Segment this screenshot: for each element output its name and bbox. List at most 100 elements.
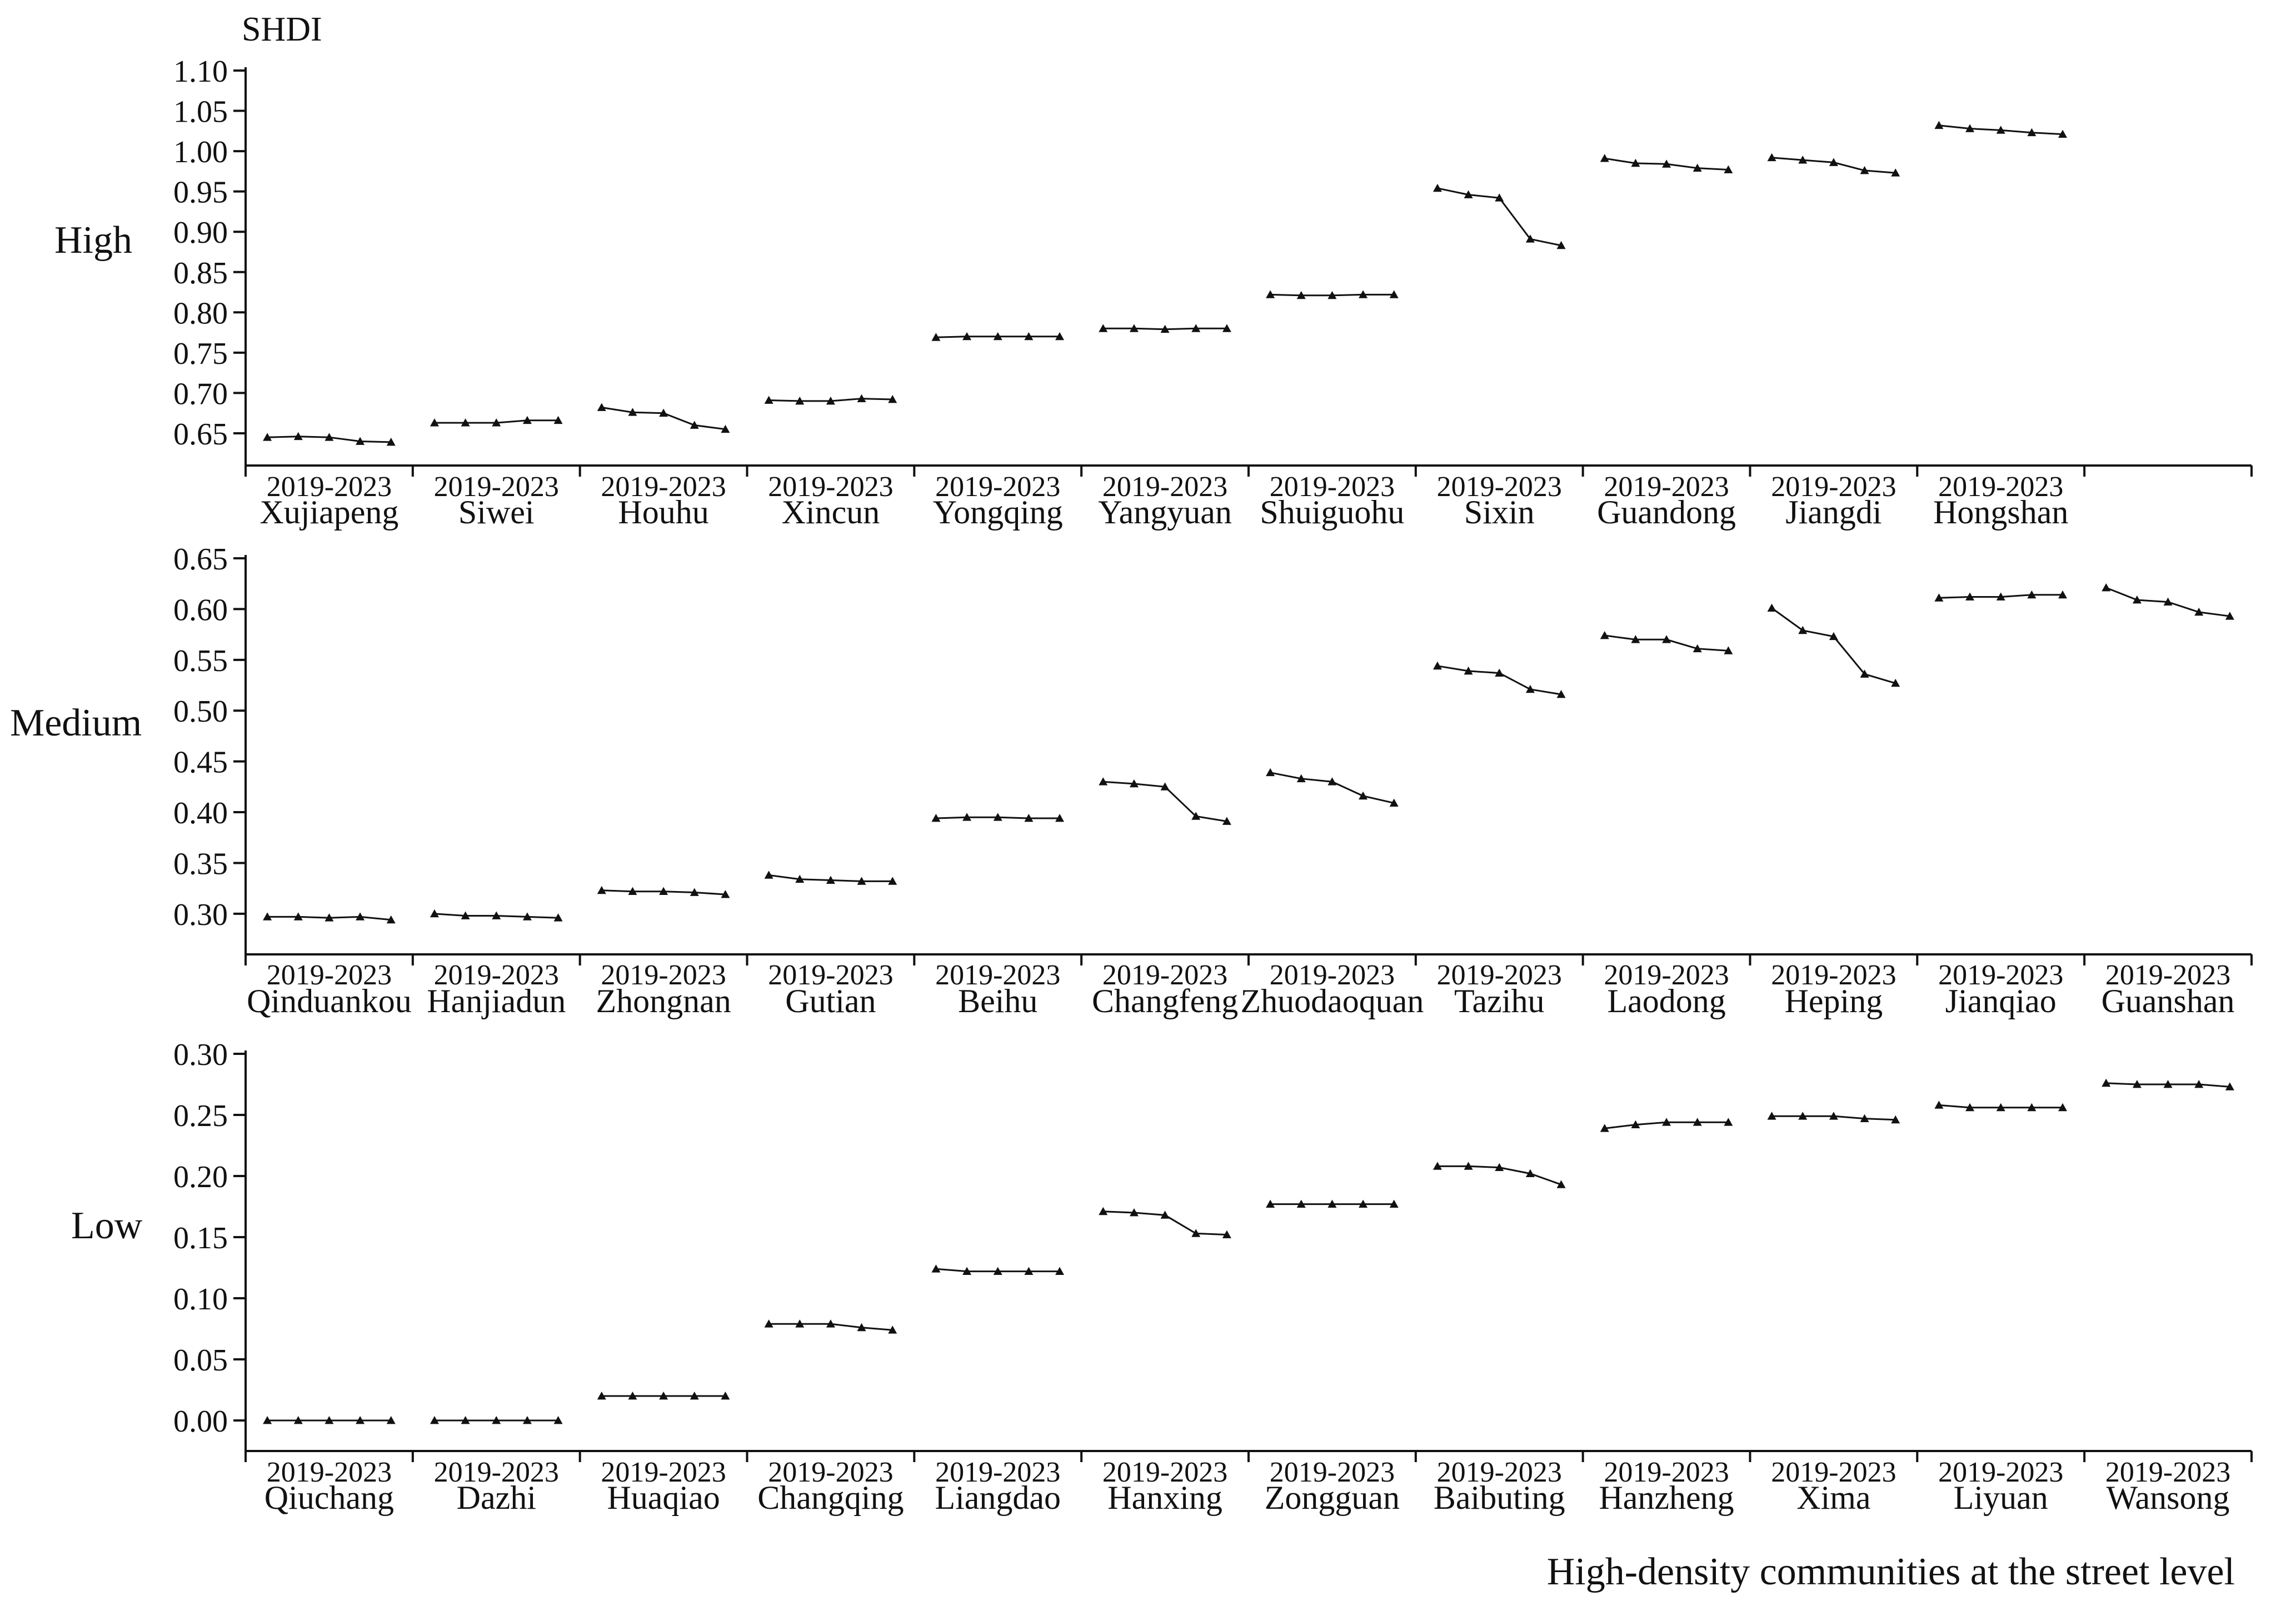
data-point-marker xyxy=(1829,1112,1838,1120)
data-point-marker xyxy=(1996,592,2005,601)
community-series-wansong xyxy=(2102,1078,2234,1090)
community-series-yongqing xyxy=(931,332,1065,341)
data-point-marker xyxy=(1891,168,1900,177)
data-point-marker xyxy=(553,1416,563,1424)
community-series-qinduankou xyxy=(263,912,396,924)
data-point-marker xyxy=(1129,324,1139,332)
data-point-marker xyxy=(1495,1163,1504,1171)
community-name-label: Hongshan xyxy=(1933,494,2068,531)
data-point-marker xyxy=(690,888,699,896)
data-point-marker xyxy=(1464,666,1473,675)
data-point-marker xyxy=(430,909,439,918)
period-tick-label: 2019-2023 xyxy=(1938,1457,2063,1488)
data-point-marker xyxy=(1222,324,1231,332)
data-point-marker xyxy=(888,395,897,403)
data-point-marker xyxy=(1359,791,1368,800)
community-name-label: Jianqiao xyxy=(1945,983,2057,1019)
period-tick-label: 2019-2023 xyxy=(935,959,1060,991)
data-point-marker xyxy=(1024,332,1034,341)
data-point-marker xyxy=(1693,644,1702,653)
period-tick-label: 2019-2023 xyxy=(601,1457,726,1488)
community-series-siwei xyxy=(430,416,563,427)
data-point-marker xyxy=(2225,612,2234,620)
community-name-label: Yangyuan xyxy=(1098,494,1232,531)
community-series-changqing xyxy=(764,1319,897,1334)
community-series-jiangdi xyxy=(1767,153,1900,177)
data-point-marker xyxy=(1129,779,1139,788)
data-point-marker xyxy=(461,418,470,427)
community-name-label: Gutian xyxy=(785,983,876,1019)
period-tick-label: 2019-2023 xyxy=(935,1457,1060,1488)
data-point-marker xyxy=(826,1319,835,1328)
data-point-marker xyxy=(795,396,805,405)
data-point-marker xyxy=(1099,324,1108,332)
data-point-marker xyxy=(1996,1103,2005,1112)
data-point-marker xyxy=(1934,593,1944,602)
data-point-marker xyxy=(553,416,563,424)
data-point-marker xyxy=(1860,166,1869,174)
period-tick-label: 2019-2023 xyxy=(1270,959,1395,991)
data-point-marker xyxy=(1160,782,1170,791)
community-name-label: Guanshan xyxy=(2102,983,2235,1019)
data-point-marker xyxy=(1222,817,1231,825)
period-tick-label: 2019-2023 xyxy=(1938,471,2063,503)
data-point-marker xyxy=(857,1323,866,1332)
period-tick-label: 2019-2023 xyxy=(1102,959,1227,991)
community-name-label: Hanxing xyxy=(1107,1479,1222,1516)
data-point-marker xyxy=(659,408,668,417)
data-point-marker xyxy=(1631,158,1640,167)
y-tick-label: 0.55 xyxy=(173,644,228,678)
data-point-marker xyxy=(1724,646,1733,654)
community-name-label: Shuiguohu xyxy=(1260,494,1404,531)
community-series-zongguan xyxy=(1266,1199,1399,1208)
community-series-tazihu xyxy=(1432,661,1566,698)
data-point-marker xyxy=(1266,768,1275,777)
community-series-xima xyxy=(1767,1112,1900,1124)
community-name-label: Siwei xyxy=(458,494,535,531)
data-point-marker xyxy=(1327,777,1337,786)
data-point-marker xyxy=(1829,632,1838,641)
data-point-marker xyxy=(1600,154,1609,162)
community-series-huaqiao xyxy=(597,1392,730,1400)
panel-medium: 0.30 0.35 0.40 0.45 0.50 0.55 0.60 0.65 2019-202… xyxy=(173,542,2253,1019)
data-point-marker xyxy=(263,1416,272,1424)
community-name-label: Xujiapeng xyxy=(259,494,398,531)
data-point-marker xyxy=(1525,684,1535,693)
community-series-hanxing xyxy=(1099,1207,1231,1238)
community-name-label: Dazhi xyxy=(457,1479,536,1516)
community-name-label: Heping xyxy=(1785,983,1883,1019)
data-point-marker xyxy=(1296,291,1306,299)
data-point-marker xyxy=(1631,635,1640,643)
data-point-marker xyxy=(2027,128,2037,137)
community-name-label: Wansong xyxy=(2107,1479,2230,1516)
period-tick-label: 2019-2023 xyxy=(434,1457,559,1488)
data-point-marker xyxy=(764,870,773,879)
data-point-marker xyxy=(1160,1210,1170,1219)
community-name-label: Liangdao xyxy=(935,1479,1061,1516)
data-point-marker xyxy=(1891,1115,1900,1124)
data-point-marker xyxy=(1266,290,1275,298)
data-point-marker xyxy=(1798,156,1808,164)
community-series-hanzheng xyxy=(1600,1118,1733,1132)
period-tick-label: 2019-2023 xyxy=(601,471,726,503)
y-tick-label: 0.65 xyxy=(173,417,228,452)
community-series-xujiapeng xyxy=(263,432,396,446)
period-tick-label: 2019-2023 xyxy=(1437,959,1562,991)
data-point-marker xyxy=(690,421,699,429)
data-point-marker xyxy=(1296,774,1306,783)
community-name-label: Liyuan xyxy=(1954,1479,2048,1516)
data-point-marker xyxy=(1055,332,1065,341)
data-point-marker xyxy=(1556,689,1566,698)
data-point-marker xyxy=(628,1392,637,1400)
data-point-marker xyxy=(962,332,972,341)
community-series-heping xyxy=(1767,603,1900,687)
data-point-marker xyxy=(888,1325,897,1334)
data-point-marker xyxy=(597,403,606,411)
data-point-marker xyxy=(356,912,365,920)
community-name-label: Xima xyxy=(1796,1479,1870,1516)
data-point-marker xyxy=(1222,1230,1231,1238)
y-tick-label: 1.00 xyxy=(173,135,228,169)
y-tick-label: 0.30 xyxy=(173,898,228,932)
data-point-marker xyxy=(293,912,303,920)
data-point-marker xyxy=(2102,1078,2111,1087)
